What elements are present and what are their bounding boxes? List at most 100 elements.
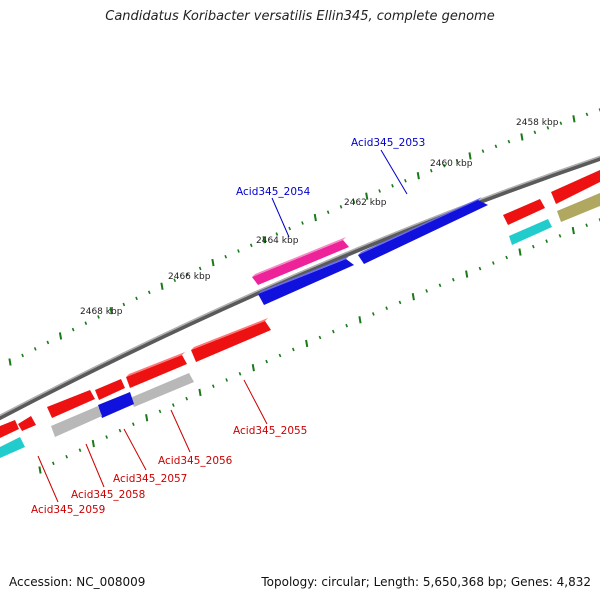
outer-tick-33: [429, 168, 433, 173]
inner-tick-18: [278, 353, 282, 358]
leader-2056: [170, 409, 191, 453]
outer-tick-30: [391, 184, 394, 188]
inner-tick-28: [411, 292, 415, 301]
tick-label-2468: 2468 kbp: [80, 307, 123, 317]
gene-cyan-right[interactable]: [509, 219, 552, 245]
leader-2055: [243, 379, 268, 425]
inner-tick-30: [438, 283, 442, 288]
outer-tick-44: [572, 115, 576, 123]
inner-tick-20: [305, 339, 309, 348]
gene-olive-right[interactable]: [557, 193, 600, 222]
gene-red-right-2[interactable]: [551, 170, 600, 204]
inner-tick-3: [78, 448, 82, 452]
leader-2057: [123, 428, 147, 471]
outer-tick-43: [559, 121, 563, 126]
inner-tick-4: [91, 439, 95, 448]
outer-tick-10: [135, 296, 138, 301]
inner-tick-13: [211, 384, 215, 389]
inner-tick-22: [331, 329, 335, 334]
inner-tick-15: [238, 372, 242, 376]
tick-label-2462: 2462 kbp: [344, 198, 387, 208]
gene-red-center-top: [191, 318, 268, 350]
leader-2059: [37, 455, 59, 503]
inner-tick-14: [225, 378, 229, 382]
tick-label-2466: 2466 kbp: [168, 272, 211, 282]
gene-label-acid345-2057[interactable]: Acid345_2057: [113, 473, 187, 485]
gene-acid345-2056[interactable]: [130, 373, 194, 407]
gene-acid345-2057[interactable]: [98, 392, 134, 418]
inner-tick-25: [371, 312, 375, 316]
outer-tick-5: [71, 327, 75, 332]
inner-tick-19: [291, 347, 295, 352]
gene-acid345-2058[interactable]: [47, 390, 95, 418]
gene-red-far-left[interactable]: [0, 420, 19, 438]
gene-acid345-2053[interactable]: [358, 200, 488, 264]
inner-tick-31: [451, 277, 455, 282]
outer-tick-6: [84, 321, 88, 326]
outer-tick-9: [122, 302, 126, 307]
outer-tick-17: [224, 254, 228, 259]
outer-tick-1: [21, 353, 24, 358]
genome-backbone-highlight: [0, 155, 600, 417]
inner-tick-10: [171, 403, 175, 407]
outer-tick-38: [494, 144, 498, 149]
gene-label-acid345-2055[interactable]: Acid345_2055: [233, 425, 307, 437]
gene-red-small-1[interactable]: [95, 379, 125, 400]
gene-label-acid345-2053[interactable]: Acid345_2053: [351, 137, 425, 149]
outer-tick-25: [326, 210, 330, 214]
inner-tick-24: [358, 316, 362, 324]
gene-blue-lower[interactable]: [258, 259, 354, 305]
outer-tick-3: [46, 340, 50, 345]
gene-label-acid345-2059[interactable]: Acid345_2059: [31, 504, 105, 516]
outer-tick-7: [97, 315, 100, 319]
inner-tick-8: [145, 414, 149, 422]
tick-label-2464: 2464 kbp: [256, 236, 299, 246]
gene-label-acid345-2054[interactable]: Acid345_2054: [236, 186, 311, 198]
inner-tick-38: [545, 239, 549, 244]
gene-gray-left[interactable]: [51, 406, 102, 437]
inner-tick-5: [105, 435, 109, 439]
outer-tick-18: [237, 249, 240, 253]
outer-tick-35: [455, 159, 459, 163]
gene-blue-lower-top: [258, 256, 349, 294]
tick-label-2458: 2458 kbp: [516, 118, 559, 128]
gene-acid345-2054-top: [252, 237, 346, 277]
outer-tick-24: [313, 213, 317, 222]
outer-tick-20: [262, 235, 266, 244]
leader-2054: [271, 197, 290, 238]
outer-tick-19: [249, 243, 253, 248]
inner-tick-11: [185, 396, 189, 401]
genome-backbone: [0, 155, 600, 421]
outer-tick-29: [378, 189, 381, 193]
gene-acid345-2055-top: [126, 352, 185, 377]
outer-tick-36: [468, 152, 472, 160]
inner-tick-16: [251, 364, 255, 372]
gene-track: [0, 170, 600, 458]
gene-acid345-2059[interactable]: [18, 416, 36, 431]
outer-tick-45: [585, 112, 589, 117]
inner-tick-39: [558, 234, 562, 238]
inner-tick-37: [531, 244, 535, 249]
inner-tick-23: [345, 323, 349, 328]
gene-red-center[interactable]: [191, 321, 271, 362]
accession-text: Accession: NC_008009: [9, 575, 146, 589]
inner-tick-21: [318, 335, 322, 340]
genome-summary-text: Topology: circular; Length: 5,650,368 bp…: [261, 575, 591, 589]
inner-tick-6: [118, 428, 122, 433]
outer-tick-32: [416, 172, 420, 180]
gene-label-acid345-2058[interactable]: Acid345_2058: [71, 489, 145, 501]
outer-tick-37: [481, 149, 485, 153]
inner-tick-17: [265, 359, 269, 364]
gene-cyan-left[interactable]: [0, 437, 25, 458]
gene-red-right-1[interactable]: [503, 199, 545, 225]
leader-2058: [85, 443, 105, 488]
outer-tick-21: [275, 232, 279, 236]
gene-label-acid345-2056[interactable]: Acid345_2056: [158, 455, 233, 467]
outer-tick-16: [211, 258, 215, 267]
gene-acid345-2054[interactable]: [252, 240, 349, 285]
gene-acid345-2055[interactable]: [126, 355, 187, 388]
inner-tick-32: [465, 270, 469, 278]
outer-tick-26: [339, 204, 343, 209]
outer-tick-23: [301, 221, 304, 225]
